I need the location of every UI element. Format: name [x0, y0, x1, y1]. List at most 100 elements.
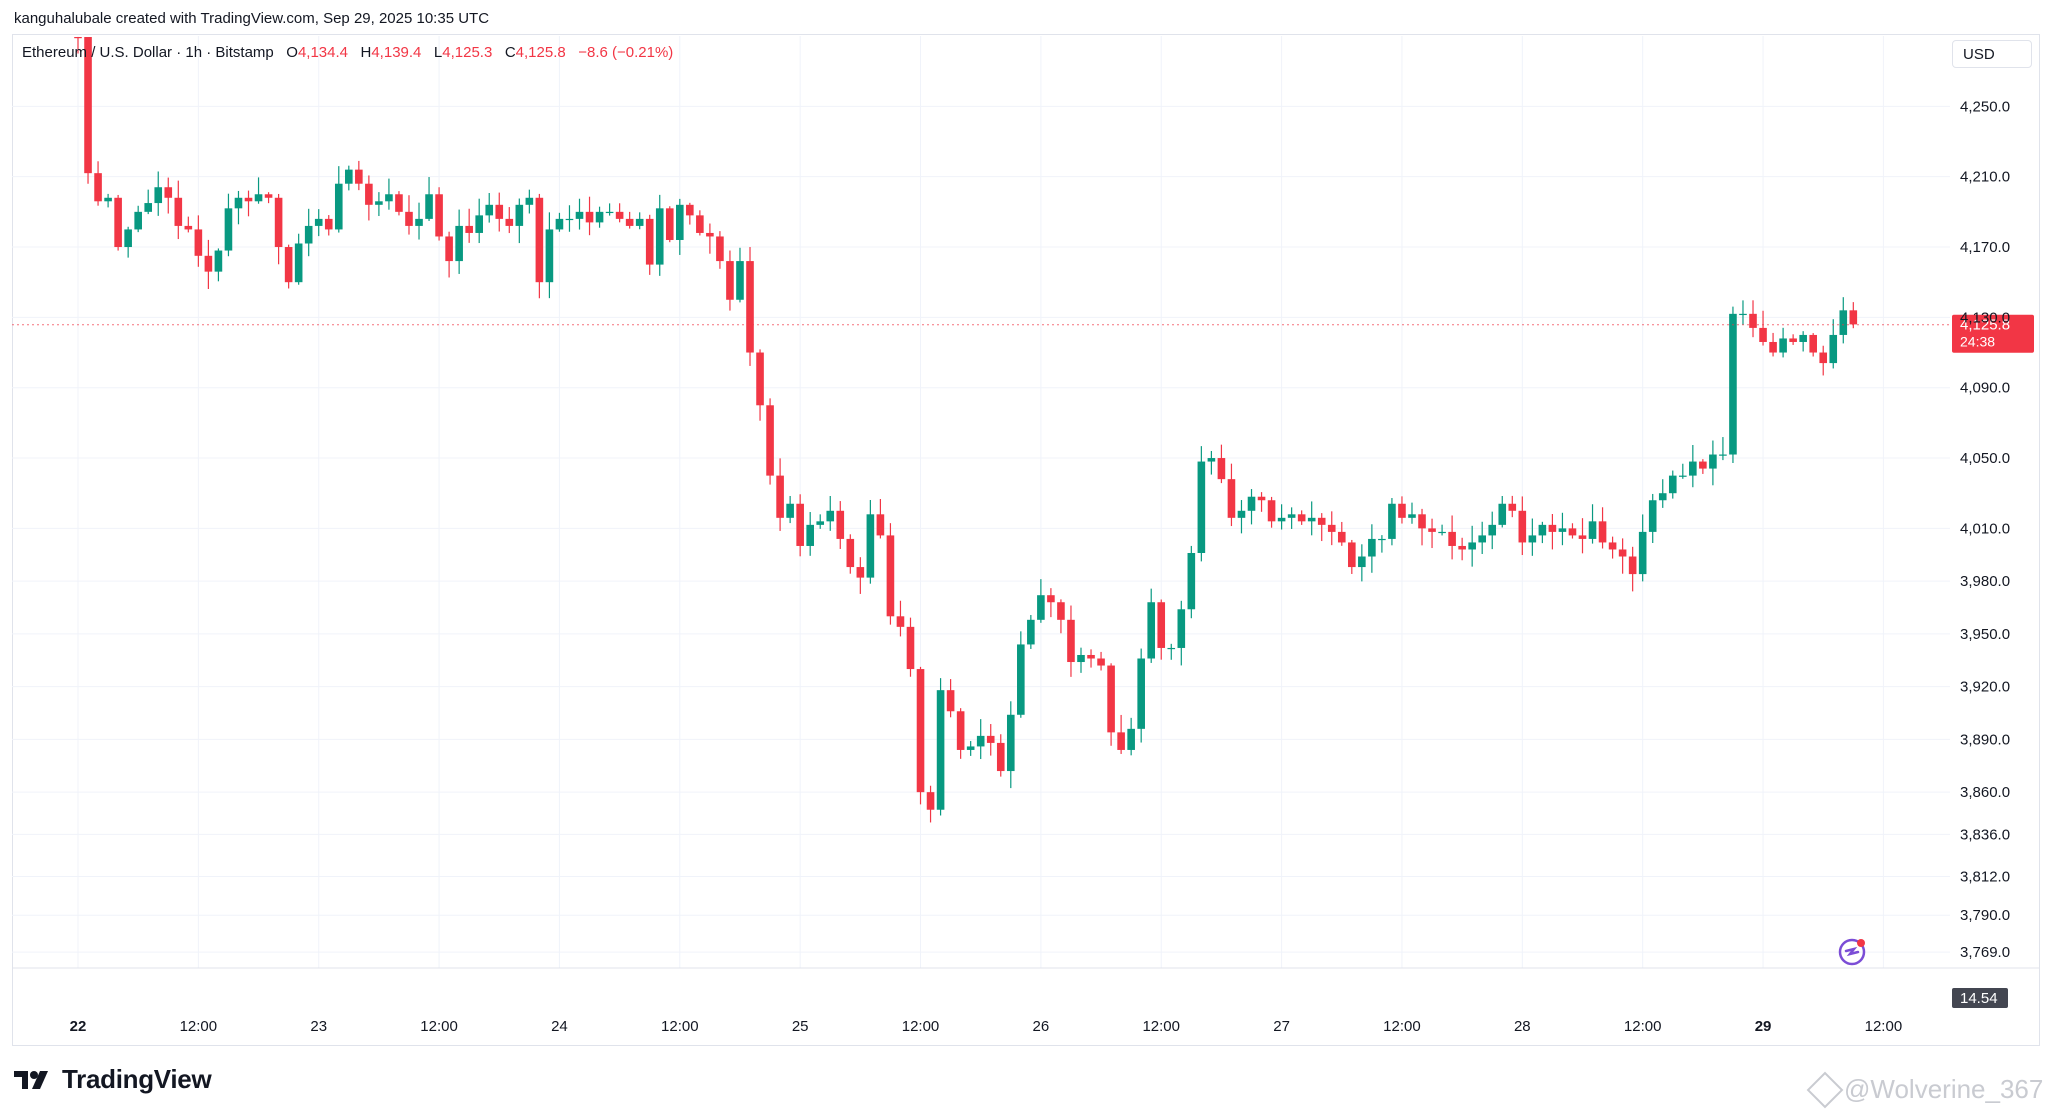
candle[interactable]: [515, 198, 524, 244]
candle[interactable]: [1257, 492, 1266, 512]
candle[interactable]: [1668, 470, 1677, 499]
candle[interactable]: [676, 198, 684, 255]
candle[interactable]: [1839, 297, 1848, 344]
candle[interactable]: [1809, 333, 1817, 357]
candle[interactable]: [555, 212, 564, 232]
candle[interactable]: [926, 785, 935, 823]
candle[interactable]: [1177, 600, 1186, 666]
candle[interactable]: [1689, 445, 1697, 488]
candle[interactable]: [1548, 514, 1557, 550]
candle[interactable]: [375, 192, 383, 217]
candle[interactable]: [194, 215, 203, 267]
candle[interactable]: [645, 214, 654, 275]
candle[interactable]: [1137, 648, 1145, 743]
candle[interactable]: [1488, 511, 1497, 550]
candle[interactable]: [1568, 523, 1577, 539]
candle[interactable]: [565, 205, 574, 232]
candle[interactable]: [786, 495, 794, 524]
candle[interactable]: [1207, 450, 1216, 475]
candle[interactable]: [916, 666, 925, 805]
candle[interactable]: [1247, 489, 1256, 525]
candle[interactable]: [495, 192, 504, 232]
candle[interactable]: [1759, 310, 1767, 346]
candle[interactable]: [1739, 300, 1747, 325]
candle[interactable]: [996, 734, 1005, 777]
candle[interactable]: [1358, 544, 1366, 582]
candle[interactable]: [696, 210, 704, 236]
candle[interactable]: [896, 600, 905, 637]
candle[interactable]: [956, 708, 965, 759]
candle[interactable]: [334, 166, 343, 233]
candle[interactable]: [1468, 525, 1476, 567]
candle[interactable]: [1287, 507, 1296, 529]
candle[interactable]: [1769, 332, 1777, 357]
candle[interactable]: [254, 177, 263, 204]
candle[interactable]: [816, 514, 825, 529]
candle[interactable]: [1317, 513, 1326, 542]
candle[interactable]: [706, 223, 714, 254]
candle[interactable]: [134, 205, 142, 233]
candle[interactable]: [535, 193, 544, 299]
candle[interactable]: [1368, 524, 1376, 573]
candle[interactable]: [1799, 331, 1807, 352]
candle[interactable]: [1508, 495, 1517, 518]
candle[interactable]: [104, 193, 112, 208]
candle[interactable]: [1197, 446, 1206, 562]
candle[interactable]: [1057, 599, 1065, 634]
candle[interactable]: [455, 209, 463, 274]
candle[interactable]: [274, 193, 283, 265]
candle[interactable]: [585, 196, 594, 236]
candle[interactable]: [1588, 504, 1597, 544]
candle[interactable]: [1217, 444, 1226, 484]
candle[interactable]: [1327, 511, 1336, 546]
tradingview-logo[interactable]: TradingView: [14, 1064, 212, 1095]
candle[interactable]: [736, 247, 744, 303]
candle[interactable]: [425, 177, 433, 221]
candle[interactable]: [1297, 510, 1306, 525]
candle[interactable]: [1638, 514, 1647, 582]
candle[interactable]: [435, 187, 443, 241]
candle[interactable]: [234, 190, 243, 225]
candle[interactable]: [1849, 302, 1858, 329]
candle[interactable]: [605, 203, 614, 216]
candle[interactable]: [1267, 496, 1276, 528]
candle[interactable]: [1378, 535, 1386, 553]
candle[interactable]: [415, 202, 423, 240]
candle[interactable]: [154, 171, 163, 216]
candle[interactable]: [756, 349, 764, 421]
candle[interactable]: [716, 231, 724, 269]
candle[interactable]: [304, 208, 313, 257]
currency-selector[interactable]: USD: [1952, 40, 2032, 68]
candle[interactable]: [264, 192, 273, 204]
candle[interactable]: [655, 194, 664, 276]
candle[interactable]: [314, 209, 323, 237]
candle[interactable]: [1729, 306, 1737, 464]
candle[interactable]: [1578, 518, 1587, 554]
candle[interactable]: [1117, 714, 1125, 754]
candle[interactable]: [986, 724, 995, 756]
candle[interactable]: [635, 212, 644, 230]
candle[interactable]: [1388, 498, 1396, 546]
candle[interactable]: [856, 557, 865, 594]
candle[interactable]: [1307, 501, 1316, 536]
candle[interactable]: [976, 719, 985, 760]
candle[interactable]: [144, 189, 153, 215]
candle[interactable]: [485, 193, 494, 223]
candle[interactable]: [726, 250, 734, 311]
candle[interactable]: [1699, 459, 1707, 474]
candle[interactable]: [355, 160, 363, 191]
candle[interactable]: [615, 203, 624, 223]
candle[interactable]: [1679, 463, 1687, 479]
candle[interactable]: [1448, 515, 1456, 560]
candle[interactable]: [465, 208, 473, 243]
candle[interactable]: [1528, 518, 1537, 556]
candle[interactable]: [946, 679, 955, 718]
candle[interactable]: [84, 37, 92, 184]
candle[interactable]: [525, 189, 534, 214]
candle[interactable]: [395, 191, 403, 216]
candle[interactable]: [1749, 300, 1757, 338]
candle[interactable]: [365, 175, 373, 221]
candle[interactable]: [545, 212, 554, 299]
candle[interactable]: [1157, 599, 1166, 660]
